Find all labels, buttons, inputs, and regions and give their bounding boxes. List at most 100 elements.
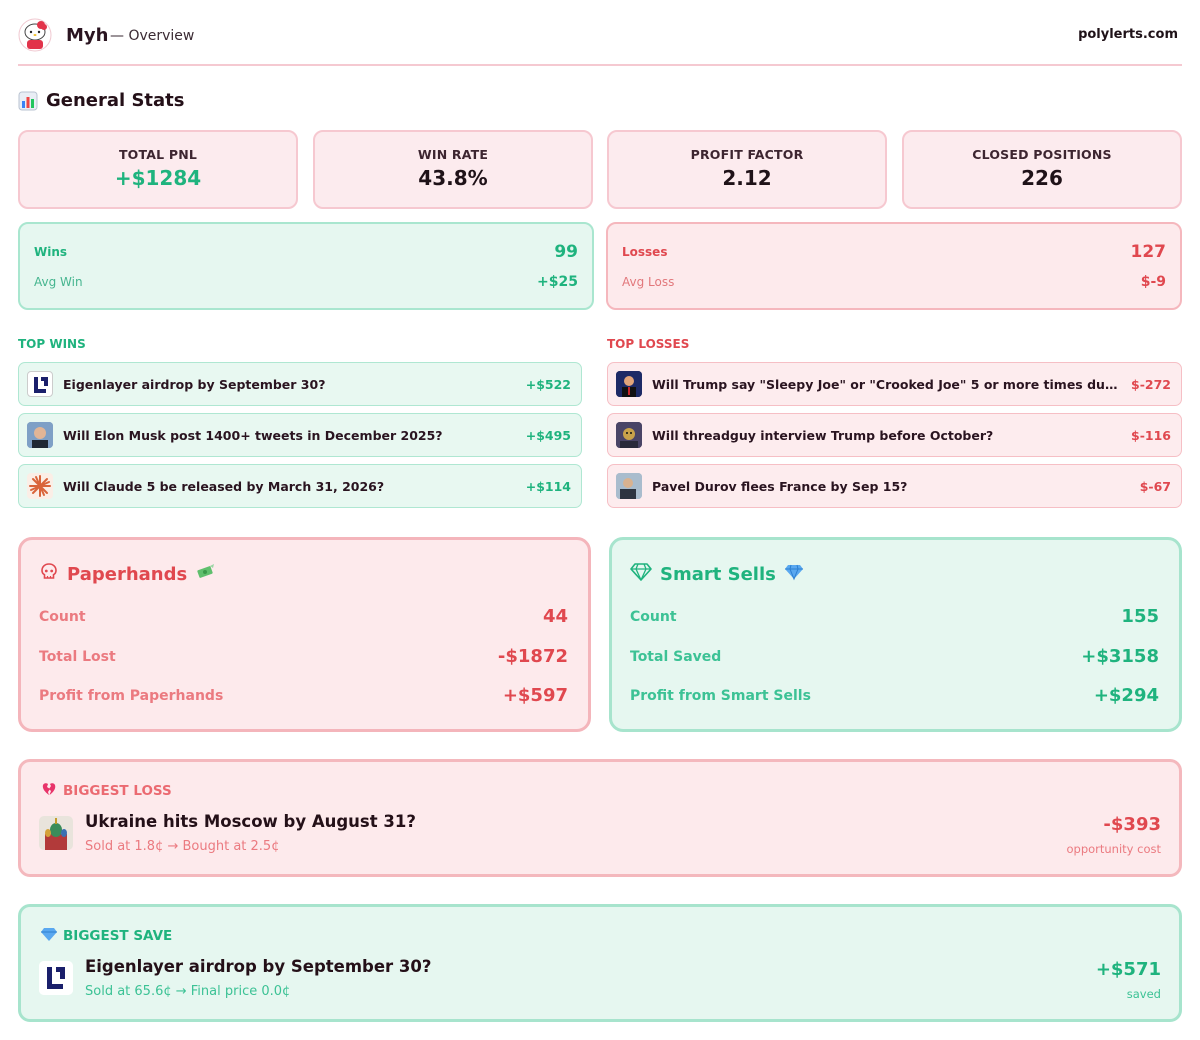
biggest-save-heading: BIGGEST SAVE bbox=[41, 927, 172, 945]
page-header: Myh — Overview polylerts.com bbox=[18, 14, 1182, 66]
threadguy-avatar-icon bbox=[616, 422, 642, 448]
avg-loss-label: Avg Loss bbox=[622, 275, 675, 289]
site-link[interactable]: polylerts.com bbox=[1078, 27, 1178, 42]
page-subtitle: — Overview bbox=[110, 28, 195, 44]
stat-value: 226 bbox=[1021, 166, 1063, 190]
trade-title: Will Claude 5 be released by March 31, 2… bbox=[63, 478, 385, 494]
row-label: Profit from Smart Sells bbox=[630, 687, 811, 704]
row-value: +$3158 bbox=[1081, 646, 1159, 667]
smart-sells-card: Smart Sells Count 155 Total Saved +$3158… bbox=[609, 537, 1182, 732]
trade-value: $-272 bbox=[1131, 376, 1171, 392]
trade-title: Will threadguy interview Trump before Oc… bbox=[652, 427, 994, 443]
eigenlayer-icon bbox=[39, 961, 73, 995]
pavel-durov-avatar-icon bbox=[616, 473, 642, 499]
wins-label: Wins bbox=[34, 245, 68, 259]
stat-label: CLOSED POSITIONS bbox=[972, 147, 1112, 162]
paperhands-card: Paperhands Count 44 Total Lost -$1872 Pr… bbox=[18, 537, 591, 732]
trade-value: +$522 bbox=[525, 376, 571, 392]
avg-win-value: +$25 bbox=[537, 274, 578, 290]
paperhands-total-lost-row: Total Lost -$1872 bbox=[39, 646, 568, 667]
trade-value: $-116 bbox=[1131, 427, 1171, 443]
paperhands-heading: Paperhands bbox=[39, 562, 215, 587]
smart-sells-heading: Smart Sells bbox=[630, 562, 804, 587]
smart-sells-total-saved-row: Total Saved +$3158 bbox=[630, 646, 1159, 667]
stat-card-total-pnl: TOTAL PNL +$1284 bbox=[18, 130, 298, 209]
row-value: +$597 bbox=[502, 685, 568, 706]
trade-title: Will Elon Musk post 1400+ tweets in Dece… bbox=[63, 427, 443, 443]
trade-title: Eigenlayer airdrop by September 30? bbox=[63, 376, 326, 392]
trade-value: +$114 bbox=[525, 478, 571, 494]
top-win-item[interactable]: Eigenlayer airdrop by September 30? +$52… bbox=[18, 362, 582, 406]
avg-win-label: Avg Win bbox=[34, 275, 83, 289]
avatar[interactable] bbox=[18, 18, 52, 52]
skull-icon bbox=[39, 562, 59, 587]
biggest-save-note: saved bbox=[1126, 987, 1161, 1001]
biggest-save-detail: Sold at 65.6¢ → Final price 0.0¢ bbox=[85, 984, 291, 999]
biggest-save-label: BIGGEST SAVE bbox=[63, 928, 173, 944]
diamond-outline-icon bbox=[630, 562, 652, 587]
money-wings-icon bbox=[195, 563, 215, 586]
losses-card: Losses 127 Avg Loss $-9 bbox=[606, 222, 1182, 310]
trade-value: $-67 bbox=[1139, 478, 1171, 494]
biggest-loss-card[interactable]: BIGGEST LOSS Ukraine hits Moscow by Augu… bbox=[18, 759, 1182, 877]
biggest-loss-title: Ukraine hits Moscow by August 31? bbox=[85, 812, 416, 831]
biggest-loss-heading: BIGGEST LOSS bbox=[41, 782, 172, 800]
general-stats-label: General Stats bbox=[46, 90, 185, 111]
row-label: Total Saved bbox=[630, 648, 722, 665]
general-stats-title: General Stats bbox=[18, 90, 185, 111]
row-label: Total Lost bbox=[39, 648, 116, 665]
username: Myh bbox=[66, 25, 109, 46]
broken-heart-icon bbox=[41, 782, 57, 800]
top-losses-title: TOP LOSSES bbox=[607, 337, 690, 351]
gem-icon bbox=[41, 927, 57, 945]
top-wins-title: TOP WINS bbox=[18, 337, 86, 351]
avg-loss-value: $-9 bbox=[1140, 274, 1166, 290]
row-value: 155 bbox=[1121, 606, 1159, 627]
smart-sells-profit-row: Profit from Smart Sells +$294 bbox=[630, 685, 1159, 706]
smart-sells-title: Smart Sells bbox=[660, 564, 776, 585]
moscow-kremlin-icon bbox=[39, 816, 73, 850]
biggest-save-card[interactable]: BIGGEST SAVE Eigenlayer airdrop by Septe… bbox=[18, 904, 1182, 1022]
trade-value: +$495 bbox=[525, 427, 571, 443]
row-value: -$1872 bbox=[497, 646, 568, 667]
stat-value: 2.12 bbox=[722, 166, 772, 190]
stat-label: PROFIT FACTOR bbox=[690, 147, 804, 162]
row-label: Profit from Paperhands bbox=[39, 687, 224, 704]
stat-value: 43.8% bbox=[418, 166, 488, 190]
row-value: +$294 bbox=[1093, 685, 1159, 706]
stat-card-closed-positions: CLOSED POSITIONS 226 bbox=[902, 130, 1182, 209]
smart-sells-count-row: Count 155 bbox=[630, 606, 1159, 627]
stat-card-profit-factor: PROFIT FACTOR 2.12 bbox=[607, 130, 887, 209]
biggest-loss-value: -$393 bbox=[1103, 814, 1161, 835]
top-loss-item[interactable]: Will Trump say "Sleepy Joe" or "Crooked … bbox=[607, 362, 1182, 406]
eigenlayer-icon bbox=[27, 371, 53, 397]
top-win-item[interactable]: Will Claude 5 be released by March 31, 2… bbox=[18, 464, 582, 508]
biggest-save-title: Eigenlayer airdrop by September 30? bbox=[85, 957, 432, 976]
trade-title: Will Trump say "Sleepy Joe" or "Crooked … bbox=[652, 376, 1119, 392]
row-label: Count bbox=[39, 608, 86, 625]
trump-avatar-icon bbox=[616, 371, 642, 397]
row-value: 44 bbox=[542, 606, 568, 627]
paperhands-profit-row: Profit from Paperhands +$597 bbox=[39, 685, 568, 706]
elon-musk-avatar-icon bbox=[27, 422, 53, 448]
top-loss-item[interactable]: Pavel Durov flees France by Sep 15? $-67 bbox=[607, 464, 1182, 508]
paperhands-title: Paperhands bbox=[67, 564, 188, 585]
biggest-loss-note: opportunity cost bbox=[1066, 842, 1161, 856]
trade-title: Pavel Durov flees France by Sep 15? bbox=[652, 478, 908, 494]
biggest-loss-detail: Sold at 1.8¢ → Bought at 2.5¢ bbox=[85, 839, 280, 854]
stat-value: +$1284 bbox=[114, 166, 202, 190]
top-win-item[interactable]: Will Elon Musk post 1400+ tweets in Dece… bbox=[18, 413, 582, 457]
losses-label: Losses bbox=[622, 245, 668, 259]
biggest-loss-label: BIGGEST LOSS bbox=[63, 783, 172, 799]
wins-card: Wins 99 Avg Win +$25 bbox=[18, 222, 594, 310]
top-loss-item[interactable]: Will threadguy interview Trump before Oc… bbox=[607, 413, 1182, 457]
biggest-save-value: +$571 bbox=[1095, 959, 1161, 980]
losses-value: 127 bbox=[1130, 242, 1167, 262]
stat-card-win-rate: WIN RATE 43.8% bbox=[313, 130, 593, 209]
stat-label: WIN RATE bbox=[417, 147, 489, 162]
wins-value: 99 bbox=[554, 242, 578, 262]
stat-label: TOTAL PNL bbox=[118, 147, 198, 162]
row-label: Count bbox=[630, 608, 677, 625]
bar-chart-icon bbox=[18, 91, 38, 111]
gem-icon bbox=[784, 563, 804, 586]
